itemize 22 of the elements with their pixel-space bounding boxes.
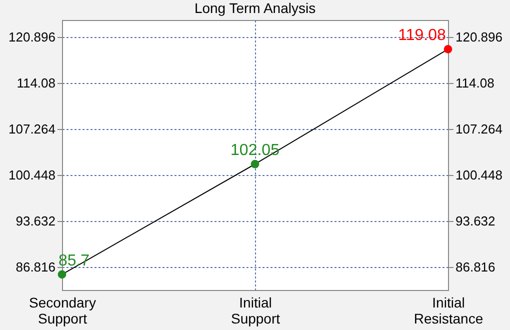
point bbox=[250, 160, 260, 168]
x-tick-label: Initial Support bbox=[230, 294, 280, 326]
y2-tick-label: 100.448 bbox=[456, 167, 502, 182]
data-label: 102.05 bbox=[230, 142, 280, 160]
x-tick-label: Initial Resistance bbox=[414, 294, 484, 326]
chart-title: Long Term Analysis bbox=[194, 0, 316, 16]
data-label: 119.08 bbox=[398, 27, 446, 44]
y2-tick-label: 107.264 bbox=[456, 121, 502, 136]
point bbox=[444, 44, 452, 54]
y-tick-label: 114.08 bbox=[16, 75, 56, 90]
data-label: 85.7 bbox=[58, 252, 90, 270]
y-tick-label: 107.264 bbox=[8, 121, 56, 136]
y2-tick-label: 93.632 bbox=[456, 213, 496, 228]
y-tick-label: 120.896 bbox=[8, 29, 56, 44]
x-tick-label: Secondary Support bbox=[29, 294, 96, 326]
point bbox=[58, 270, 66, 279]
y2-tick-label: 114.08 bbox=[456, 75, 494, 90]
y-tick-label: 100.448 bbox=[8, 167, 56, 182]
y2-tick-label: 86.816 bbox=[456, 259, 496, 274]
y2-tick-label: 120.896 bbox=[456, 29, 502, 44]
y-tick-label: 86.816 bbox=[16, 259, 56, 274]
y-tick-label: 93.632 bbox=[16, 213, 56, 228]
